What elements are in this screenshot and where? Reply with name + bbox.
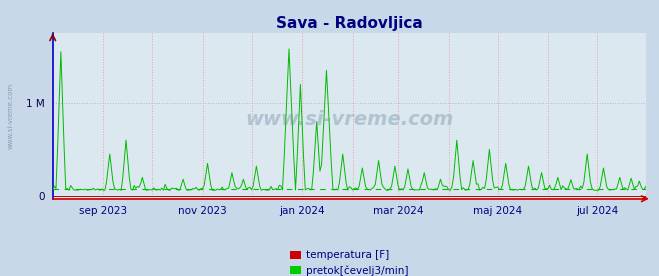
Text: www.si-vreme.com: www.si-vreme.com: [8, 83, 14, 149]
Text: www.si-vreme.com: www.si-vreme.com: [245, 110, 453, 129]
Title: Sava - Radovljica: Sava - Radovljica: [276, 15, 422, 31]
Legend: temperatura [F], pretok[čevelj3/min]: temperatura [F], pretok[čevelj3/min]: [290, 250, 409, 276]
